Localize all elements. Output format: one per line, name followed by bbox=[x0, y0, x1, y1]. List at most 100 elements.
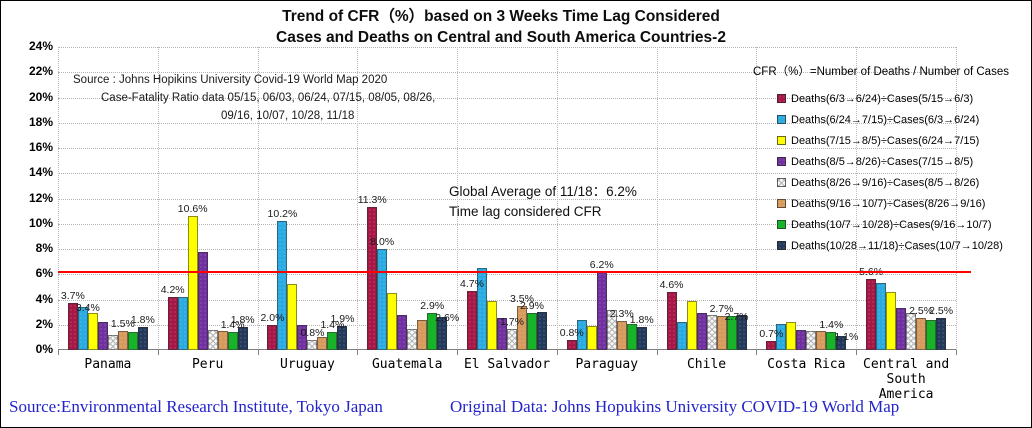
x-axis-tick bbox=[556, 350, 558, 355]
bar bbox=[397, 314, 408, 350]
legend-marker-icon bbox=[777, 241, 786, 250]
bar-value-label: 1.8% bbox=[629, 314, 654, 327]
bar bbox=[367, 207, 378, 350]
bar bbox=[806, 331, 817, 350]
bar-value-label: 1.1% bbox=[834, 331, 859, 344]
legend-item-label: Deaths(8/26→9/16)÷Cases(8/5→8/26) bbox=[791, 176, 980, 189]
bar-value-label: 10.2% bbox=[267, 208, 298, 221]
bar-value-label: 2.0% bbox=[260, 311, 285, 324]
bar bbox=[716, 315, 727, 350]
bar bbox=[586, 326, 597, 350]
chart-title-line2: Cases and Deaths on Central and South Am… bbox=[276, 29, 726, 46]
gridline-horizontal bbox=[58, 122, 956, 124]
bar-value-label: 4.2% bbox=[160, 283, 185, 296]
bar bbox=[816, 331, 827, 350]
x-axis-label: Chile bbox=[686, 357, 727, 372]
bar bbox=[866, 279, 877, 350]
legend-item-label: Deaths(10/7→10/28)÷Cases(9/16→10/7) bbox=[791, 218, 992, 231]
y-axis-tick-label: 16% bbox=[28, 140, 53, 154]
gridline-horizontal bbox=[58, 72, 956, 74]
x-axis-tick bbox=[756, 350, 758, 355]
x-axis-tick bbox=[157, 350, 159, 355]
bar bbox=[726, 315, 737, 350]
y-axis-tick-label: 12% bbox=[28, 190, 53, 205]
global-average-annotation: Global Average of 11/18：6.2% Time lag co… bbox=[449, 182, 637, 221]
bar bbox=[217, 331, 228, 350]
bar bbox=[626, 323, 637, 350]
bar bbox=[537, 312, 547, 350]
bar bbox=[706, 314, 717, 350]
bar bbox=[327, 332, 338, 350]
bar-value-label: 1.7% bbox=[500, 315, 524, 328]
y-axis-tick-label: 10% bbox=[28, 215, 53, 230]
x-axis-tick bbox=[956, 350, 957, 355]
bar bbox=[766, 341, 777, 350]
bar bbox=[487, 300, 497, 350]
bar bbox=[387, 293, 398, 350]
bar bbox=[417, 319, 428, 350]
source-note: Source : Johns Hopikins University Covid… bbox=[73, 71, 435, 125]
chart-title: Trend of CFR（%）based on 3 Weeks Time Lag… bbox=[1, 6, 1001, 48]
gridline-horizontal bbox=[58, 299, 956, 301]
bar-value-label: 2.7% bbox=[709, 302, 734, 315]
bar-value-label: 10.6% bbox=[177, 203, 208, 216]
bar bbox=[87, 313, 98, 350]
bar-value-label: 1.5% bbox=[110, 318, 135, 331]
bar-value-label: 2.6% bbox=[435, 312, 460, 325]
y-axis-tick-label: 8% bbox=[35, 241, 53, 255]
x-axis-label: Peru bbox=[191, 357, 224, 372]
chart-title-line1: Trend of CFR（%）based on 3 Weeks Time Lag… bbox=[282, 8, 720, 25]
bar bbox=[427, 313, 438, 350]
bar bbox=[676, 322, 687, 350]
x-axis-label: Costa Rica bbox=[767, 357, 846, 372]
y-axis-tick-label: 4% bbox=[35, 291, 53, 306]
bar-value-label: 2.9% bbox=[420, 300, 445, 313]
bar bbox=[107, 334, 118, 350]
bar-value-label: 3.7% bbox=[60, 290, 85, 303]
bar bbox=[197, 251, 208, 350]
bar-value-label: 0.7% bbox=[759, 328, 784, 341]
bar bbox=[786, 322, 797, 350]
legend-item: Deaths(8/5→8/26)÷Cases(7/15→8/5) bbox=[745, 151, 1031, 172]
y-axis-tick-label: 0% bbox=[35, 342, 53, 356]
legend-marker-icon bbox=[777, 157, 786, 166]
bar bbox=[776, 323, 787, 350]
x-axis-label: El Salvador bbox=[463, 357, 551, 372]
bar bbox=[207, 329, 218, 350]
source-note-line2: Case-Fatality Ratio data 05/15, 06/03, 0… bbox=[101, 92, 436, 104]
bar bbox=[267, 324, 278, 350]
bar-value-label: 2.3% bbox=[609, 307, 634, 320]
legend-item-label: Deaths(6/24→7/15)÷Cases(6/3→6/24) bbox=[791, 113, 980, 126]
legend-item: Deaths(10/28→11/18)÷Cases(10/7→10/28) bbox=[745, 235, 1031, 256]
bar-value-label: 1.8% bbox=[130, 314, 155, 327]
bar-value-label: 2.7% bbox=[724, 310, 749, 323]
x-axis-tick bbox=[656, 350, 658, 355]
bar bbox=[277, 221, 288, 350]
bar-value-label: 1.4% bbox=[819, 319, 844, 332]
legend-title: CFR（%）=Number of Deaths / Number of Case… bbox=[753, 66, 1009, 78]
legend-item-list: Deaths(6/3→6/24)÷Cases(5/15→6/3) Deaths(6… bbox=[745, 88, 1031, 256]
x-axis-label: Paraguay bbox=[575, 357, 639, 372]
bar-value-label: 4.6% bbox=[659, 278, 684, 291]
y-axis-tick-label: 24% bbox=[28, 39, 53, 53]
y-axis-tick-label: 14% bbox=[28, 165, 53, 180]
x-axis-tick bbox=[856, 350, 858, 355]
source-note-line3: 09/16, 10/07, 10/28, 11/18 bbox=[221, 110, 355, 122]
gridline-horizontal bbox=[58, 249, 956, 250]
bar-value-label: 8.0% bbox=[370, 236, 395, 248]
bar bbox=[896, 308, 907, 350]
legend-marker-icon bbox=[777, 115, 786, 124]
bar bbox=[566, 339, 577, 350]
bar bbox=[117, 331, 128, 350]
footer-source-left: Source:Environmental Research Institute,… bbox=[9, 397, 383, 416]
bar bbox=[187, 216, 198, 350]
bar-value-label: 1.4% bbox=[320, 319, 345, 332]
bar bbox=[77, 307, 88, 350]
bar bbox=[836, 336, 847, 350]
x-axis-label: Uruguay bbox=[280, 357, 335, 372]
bar bbox=[377, 249, 388, 350]
x-axis-tick bbox=[357, 350, 359, 355]
legend-item-label: Deaths(7/15→8/5)÷Cases(6/24→7/15) bbox=[791, 134, 980, 147]
chart-legend: CFR（%）=Number of Deaths / Number of Case… bbox=[745, 63, 1031, 256]
gridline-horizontal bbox=[58, 148, 956, 149]
